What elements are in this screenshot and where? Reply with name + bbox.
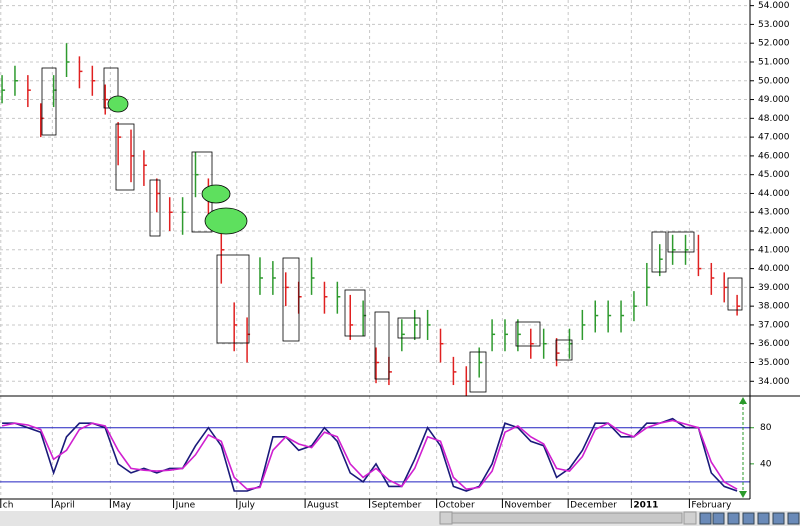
range-box <box>727 277 743 311</box>
scroll-thumb[interactable] <box>451 512 683 524</box>
axis-arrow <box>739 397 747 404</box>
tool-button[interactable] <box>699 512 712 525</box>
y-tick-label: 34.000 <box>758 377 790 387</box>
y-tick-label: 44.000 <box>758 189 790 199</box>
axis-arrow <box>739 491 747 498</box>
x-tick-label: December <box>570 501 617 511</box>
range-box <box>651 231 667 273</box>
tool-button[interactable] <box>787 512 800 525</box>
y-tick-label: 52.000 <box>758 39 790 49</box>
y-tick-label: 39.000 <box>758 283 790 293</box>
tool-button[interactable] <box>772 512 785 525</box>
x-tick-label: July <box>238 501 256 511</box>
oscillator-line <box>1 419 738 491</box>
signal-ellipse <box>107 95 129 113</box>
y-tick-label: 49.000 <box>758 95 790 105</box>
y-tick-label: 54.000 <box>758 1 790 11</box>
x-tick-label: February <box>691 501 732 511</box>
y-tick-label: 43.000 <box>758 208 790 218</box>
signal-ellipse <box>201 184 231 204</box>
price-panel: 34.000 35.000 36.000 37.000 38.000 39.000 40.0… <box>0 0 790 499</box>
scroll-left[interactable] <box>439 511 453 525</box>
toolbar <box>699 512 800 525</box>
x-tick-label: May <box>112 501 131 511</box>
range-box <box>344 289 366 337</box>
y-tick-label: 37.000 <box>758 320 790 330</box>
annotations <box>41 67 743 393</box>
y-tick-label: 53.000 <box>758 20 790 30</box>
x-tick-label: 2011 <box>633 501 658 511</box>
time-axis: ch April May June July August September October… <box>0 499 732 511</box>
tool-button[interactable] <box>727 512 740 525</box>
range-box <box>149 179 161 237</box>
y-tick-label: 51.000 <box>758 57 790 67</box>
range-box <box>397 317 421 339</box>
y-tick-label: 42.000 <box>758 227 790 237</box>
y-tick-label: 40.000 <box>758 264 790 274</box>
range-box <box>555 339 573 361</box>
range-box <box>216 254 250 344</box>
y-tick-label: 41.000 <box>758 245 790 255</box>
x-tick-label: August <box>307 501 339 511</box>
range-box <box>667 231 695 253</box>
y-tick-label: 38.000 <box>758 302 790 312</box>
x-tick-label: September <box>372 501 422 511</box>
y-tick-label: 45.000 <box>758 170 790 180</box>
tool-button[interactable] <box>742 512 755 525</box>
range-box <box>41 67 57 136</box>
range-box <box>515 321 541 347</box>
signal-ellipse <box>204 207 248 235</box>
range-box <box>282 257 300 342</box>
y-tick-label: 48.000 <box>758 114 790 124</box>
range-box <box>115 123 135 191</box>
y-tick-label: 35.000 <box>758 358 790 368</box>
x-tick-label: April <box>54 501 75 511</box>
y-tick-label: 50.000 <box>758 76 790 86</box>
y-tick-label: 46.000 <box>758 151 790 161</box>
stochastic-panel: 40 80 <box>0 417 772 492</box>
y-tick-label: 36.000 <box>758 339 790 349</box>
tool-button[interactable] <box>712 512 725 525</box>
range-box <box>469 351 487 393</box>
x-tick-label: November <box>504 501 551 511</box>
y-tick-label: 47.000 <box>758 133 790 143</box>
scroll-right[interactable] <box>683 511 697 525</box>
range-box <box>374 311 390 380</box>
x-tick-label: June <box>175 501 196 511</box>
tool-button[interactable] <box>757 512 770 525</box>
x-tick-label: ch <box>3 501 14 511</box>
y-tick-label: 80 <box>760 423 772 433</box>
x-tick-label: October <box>439 501 475 511</box>
y-tick-label: 40 <box>760 459 772 469</box>
